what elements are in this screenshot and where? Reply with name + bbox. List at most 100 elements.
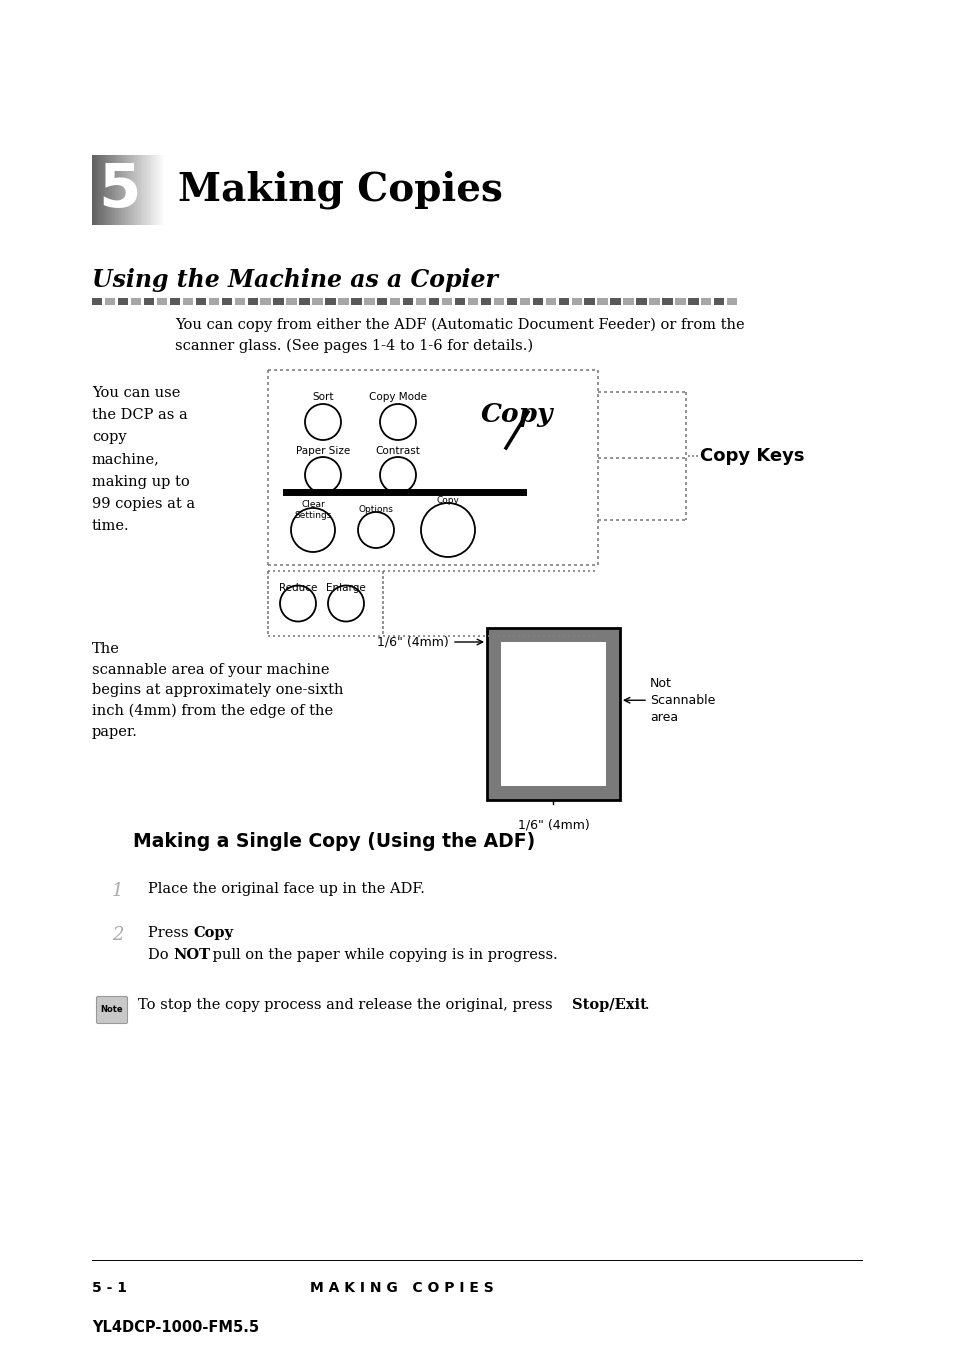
Bar: [112, 155, 114, 226]
Bar: [108, 155, 110, 226]
Bar: [121, 155, 123, 226]
Text: Contrast: Contrast: [375, 446, 420, 457]
Bar: [571, 299, 581, 305]
Text: YL4DCP-1000-FM5.5: YL4DCP-1000-FM5.5: [91, 1320, 259, 1335]
Text: Note: Note: [101, 1005, 123, 1015]
Bar: [152, 155, 154, 226]
Bar: [312, 299, 322, 305]
Bar: [726, 299, 737, 305]
Bar: [153, 155, 155, 226]
Bar: [500, 642, 605, 786]
Text: Do: Do: [148, 948, 173, 962]
Text: Copy Keys: Copy Keys: [700, 447, 803, 465]
Bar: [158, 155, 160, 226]
Bar: [144, 299, 154, 305]
Bar: [150, 155, 152, 226]
Bar: [156, 299, 167, 305]
Bar: [299, 299, 310, 305]
Bar: [195, 299, 206, 305]
Bar: [91, 155, 93, 226]
Text: You can copy from either the ADF (Automatic Document Feeder) or from the
scanner: You can copy from either the ADF (Automa…: [174, 317, 744, 353]
Bar: [125, 155, 127, 226]
Bar: [351, 299, 361, 305]
Bar: [91, 299, 102, 305]
Bar: [156, 155, 158, 226]
Bar: [147, 155, 149, 226]
Bar: [506, 299, 517, 305]
Bar: [105, 299, 115, 305]
Bar: [155, 155, 157, 226]
Text: Using the Machine as a Copier: Using the Machine as a Copier: [91, 267, 497, 292]
Text: Place the original face up in the ADF.: Place the original face up in the ADF.: [148, 882, 424, 896]
Bar: [97, 155, 100, 226]
Bar: [99, 155, 101, 226]
Bar: [135, 155, 137, 226]
Bar: [113, 155, 115, 226]
Bar: [102, 155, 104, 226]
Bar: [486, 628, 619, 800]
Bar: [136, 155, 138, 226]
Bar: [675, 299, 685, 305]
Bar: [131, 299, 141, 305]
Bar: [116, 155, 118, 226]
Text: Enlarge: Enlarge: [326, 584, 366, 593]
Bar: [416, 299, 426, 305]
Bar: [142, 155, 144, 226]
Text: The
scannable area of your machine
begins at approximately one-sixth
inch (4mm) : The scannable area of your machine begin…: [91, 642, 343, 739]
Bar: [441, 299, 452, 305]
Bar: [687, 299, 698, 305]
Bar: [532, 299, 542, 305]
Bar: [170, 299, 180, 305]
Text: 2: 2: [112, 925, 123, 944]
Bar: [115, 155, 117, 226]
Bar: [132, 155, 134, 226]
Bar: [209, 299, 219, 305]
Text: .: .: [228, 925, 233, 940]
Bar: [622, 299, 633, 305]
Text: pull on the paper while copying is in progress.: pull on the paper while copying is in pr…: [208, 948, 558, 962]
FancyBboxPatch shape: [96, 997, 128, 1024]
Bar: [234, 299, 245, 305]
Text: You can use
the DCP as a
copy
machine,
making up to
99 copies at a
time.: You can use the DCP as a copy machine, m…: [91, 386, 195, 534]
Bar: [494, 299, 503, 305]
Bar: [141, 155, 143, 226]
Bar: [124, 155, 126, 226]
Bar: [100, 155, 103, 226]
Bar: [260, 299, 271, 305]
Bar: [94, 155, 96, 226]
Bar: [429, 299, 439, 305]
Bar: [455, 299, 465, 305]
Text: 1/6" (4mm): 1/6" (4mm): [376, 635, 449, 648]
Bar: [661, 299, 672, 305]
Text: Stop/Exit: Stop/Exit: [572, 998, 646, 1012]
Bar: [118, 155, 120, 226]
Bar: [480, 299, 491, 305]
Bar: [597, 299, 607, 305]
Bar: [221, 299, 232, 305]
Bar: [144, 155, 146, 226]
Bar: [545, 299, 556, 305]
Bar: [139, 155, 141, 226]
Text: To stop the copy process and release the original, press: To stop the copy process and release the…: [138, 998, 557, 1012]
Bar: [636, 299, 646, 305]
Bar: [145, 155, 147, 226]
Text: Copy: Copy: [480, 403, 553, 427]
Bar: [151, 155, 152, 226]
Bar: [118, 299, 128, 305]
Text: Copy: Copy: [436, 496, 459, 505]
Text: Making Copies: Making Copies: [178, 170, 502, 209]
Bar: [467, 299, 477, 305]
Text: M A K I N G   C O P I E S: M A K I N G C O P I E S: [310, 1281, 494, 1296]
Bar: [138, 155, 140, 226]
Text: Reduce: Reduce: [278, 584, 316, 593]
Text: 5: 5: [98, 161, 140, 219]
Text: Not
Scannable
area: Not Scannable area: [649, 677, 715, 724]
Bar: [558, 299, 568, 305]
Text: 1/6" (4mm): 1/6" (4mm): [517, 817, 589, 831]
Text: Copy Mode: Copy Mode: [369, 392, 427, 403]
Bar: [161, 155, 163, 226]
Bar: [325, 299, 335, 305]
Bar: [364, 299, 375, 305]
Bar: [93, 155, 95, 226]
Text: Making a Single Copy (Using the ADF): Making a Single Copy (Using the ADF): [132, 832, 535, 851]
